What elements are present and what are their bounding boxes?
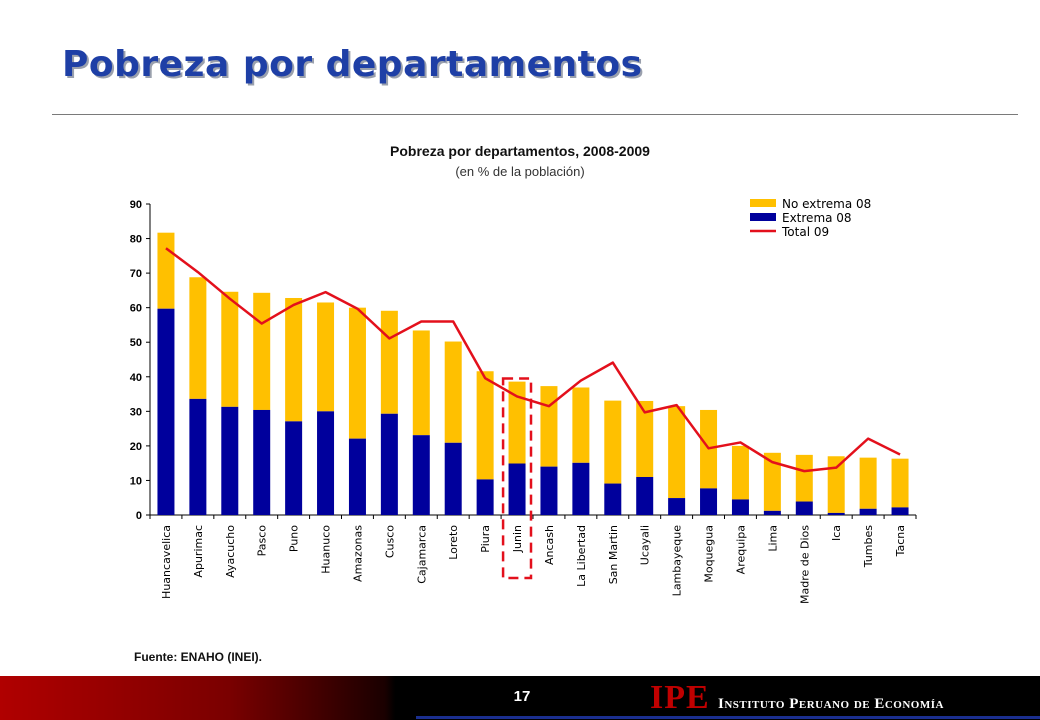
category-label: Apurimac (192, 525, 205, 578)
bar-extrema-12 (540, 466, 558, 515)
bar-no-extrema-18 (731, 445, 749, 500)
poverty-chart: 0 10 20 30 40 50 60 70 80 90 Huancavelica Apurimac A… (130, 197, 917, 604)
bar-extrema-2 (221, 406, 239, 515)
bar-extrema-16 (668, 498, 686, 515)
y-tick-label: 30 (130, 406, 142, 418)
bar-extrema-9 (444, 442, 462, 515)
bar-extrema-3 (253, 409, 271, 515)
category-label: Ucayali (639, 525, 652, 565)
bar-no-extrema-11 (508, 381, 526, 464)
bar-no-extrema-8 (412, 330, 430, 436)
bar-extrema-23 (891, 507, 909, 515)
bar-no-extrema-10 (476, 371, 494, 480)
bar-extrema-10 (476, 479, 494, 515)
chart-subtitle: (en % de la población) (455, 164, 585, 179)
category-label: Lambayeque (671, 525, 684, 597)
y-tick-label: 70 (130, 268, 142, 280)
bar-no-extrema-13 (572, 387, 590, 463)
source-note: Fuente: ENAHO (INEI). (134, 650, 262, 664)
bar-no-extrema-2 (221, 291, 239, 407)
bar-no-extrema-3 (253, 292, 271, 410)
bar-extrema-1 (189, 398, 207, 515)
legend-swatch-0 (750, 199, 776, 207)
bar-no-extrema-19 (763, 452, 781, 511)
bar-extrema-4 (285, 421, 303, 515)
bar-no-extrema-14 (604, 400, 622, 484)
y-tick-label: 20 (130, 441, 142, 453)
bar-extrema-7 (380, 413, 398, 515)
bar-extrema-13 (572, 462, 590, 515)
highlight-box-junin (501, 377, 533, 580)
legend-label-1: Extrema 08 (782, 211, 852, 225)
bar-no-extrema-21 (827, 456, 845, 513)
bar-no-extrema-0 (157, 232, 175, 309)
category-label: Amazonas (351, 525, 364, 582)
category-label: Puno (288, 525, 301, 552)
category-label: Lima (766, 525, 779, 552)
bar-extrema-21 (827, 512, 845, 515)
footer-accent-line (416, 716, 1040, 719)
y-tick-label: 90 (130, 199, 142, 211)
bar-no-extrema-12 (540, 386, 558, 467)
category-label: Moquegua (703, 525, 716, 583)
legend-swatch-1 (750, 213, 776, 221)
bar-extrema-6 (348, 438, 366, 515)
bar-extrema-18 (731, 499, 749, 515)
bar-extrema-22 (859, 508, 877, 515)
series-total-line (165, 247, 901, 473)
bar-extrema-5 (317, 411, 335, 515)
y-tick-label: 10 (130, 475, 142, 487)
category-label: Ancash (543, 525, 556, 565)
bar-extrema-15 (636, 476, 654, 515)
title-divider (52, 114, 1018, 115)
y-tick-label: 60 (130, 303, 142, 315)
bar-extrema-0 (157, 308, 175, 515)
category-label: Cajamarca (415, 525, 428, 584)
bar-no-extrema-16 (668, 406, 686, 499)
bar-no-extrema-23 (891, 458, 909, 508)
bar-no-extrema-5 (317, 302, 335, 412)
ipe-logo-text: Instituto Peruano de Economía (718, 696, 944, 712)
legend-label-0: No extrema 08 (782, 197, 871, 211)
bar-extrema-11 (508, 463, 526, 515)
bar-no-extrema-9 (444, 341, 462, 443)
category-label: Tumbes (862, 525, 875, 568)
y-tick-label: 0 (136, 510, 142, 522)
bar-extrema-14 (604, 483, 622, 515)
bar-extrema-17 (700, 488, 718, 515)
bar-extrema-19 (763, 510, 781, 515)
category-label: Arequipa (734, 525, 747, 574)
y-tick-label: 80 (130, 234, 142, 246)
category-label: Loreto (447, 525, 460, 560)
y-tick-label: 40 (130, 372, 142, 384)
category-label: Junin (511, 525, 524, 553)
bar-no-extrema-7 (380, 310, 398, 414)
y-tick-label: 50 (130, 337, 142, 349)
category-label: Huancavelica (160, 525, 173, 599)
category-label: San Martin (607, 525, 620, 584)
bar-no-extrema-20 (795, 454, 813, 502)
slide-title: Pobreza por departamentos (62, 44, 643, 85)
bar-no-extrema-1 (189, 277, 207, 399)
footer-dark-panel (398, 676, 1040, 720)
bar-extrema-8 (412, 435, 430, 515)
category-label: Madre de Dios (798, 525, 811, 604)
chart-title: Pobreza por departamentos, 2008-2009 (390, 143, 650, 159)
category-label: Ica (830, 525, 843, 541)
category-label: Cusco (383, 525, 396, 558)
page-number: 17 (513, 688, 531, 705)
legend-label-2: Total 09 (781, 225, 829, 239)
bar-no-extrema-15 (636, 400, 654, 477)
bar-no-extrema-22 (859, 457, 877, 509)
category-label: Piura (479, 525, 492, 553)
bar-no-extrema-4 (285, 297, 303, 422)
ipe-logo: IPE (650, 679, 710, 716)
category-label: Pasco (256, 525, 269, 557)
bar-extrema-20 (795, 501, 813, 515)
category-label: Ayacucho (224, 525, 237, 578)
category-label: La Libertad (575, 525, 588, 587)
bar-no-extrema-6 (348, 307, 366, 439)
category-label: Huanuco (320, 525, 333, 574)
category-label: Tacna (894, 525, 907, 557)
